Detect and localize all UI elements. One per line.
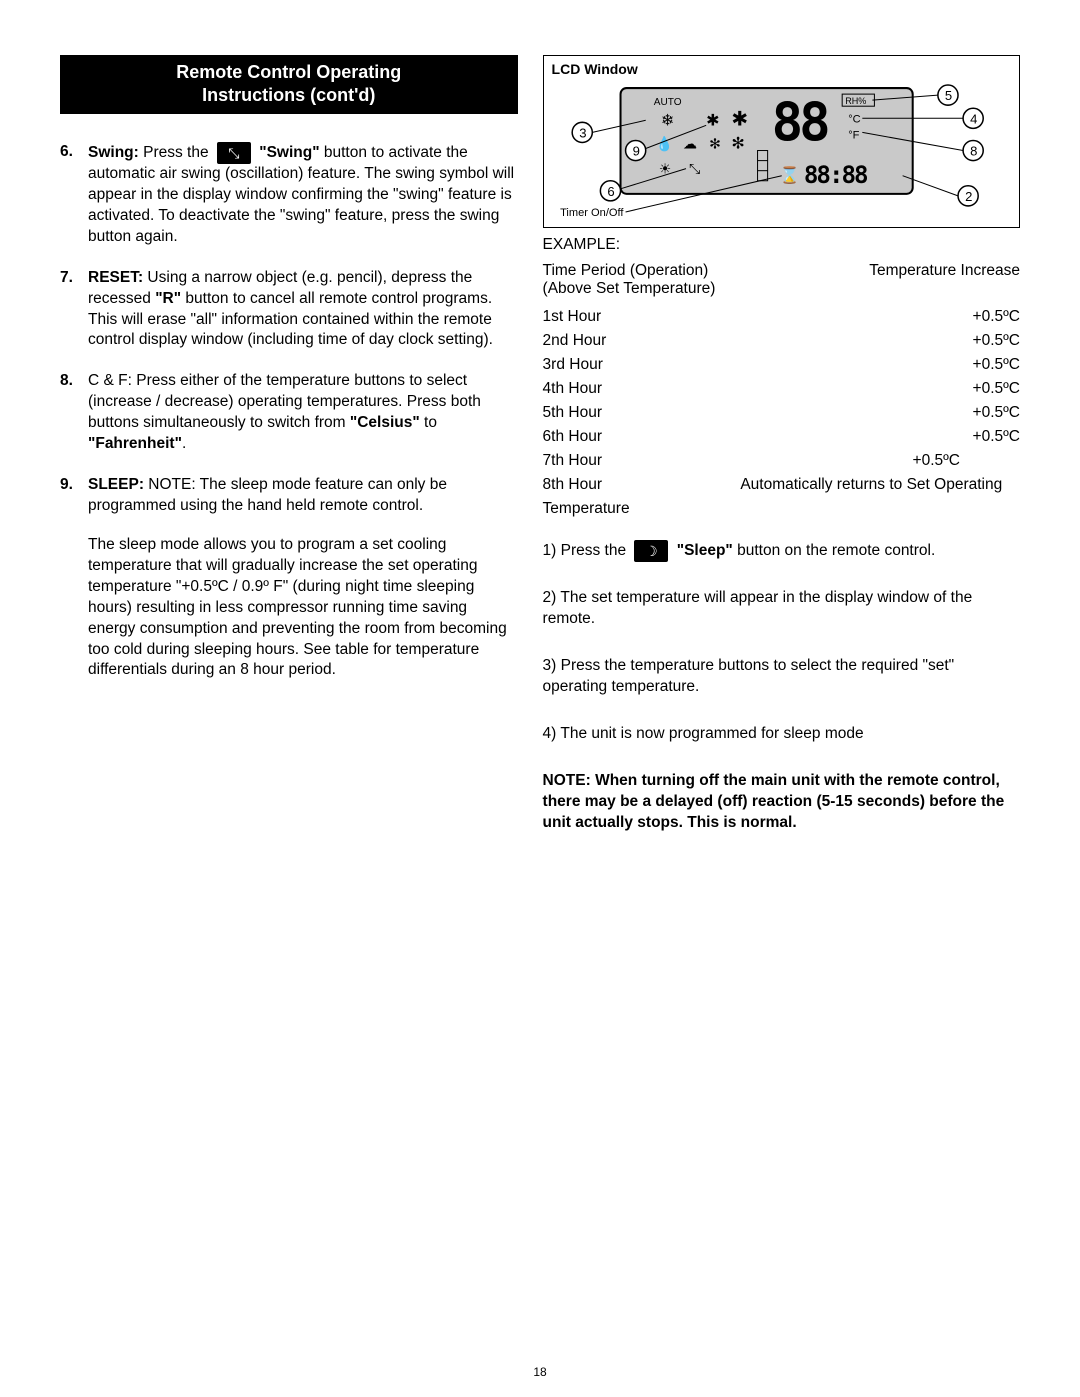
svg-text:5: 5 <box>944 88 951 103</box>
step-2: 2) The set temperature will appear in th… <box>543 588 1020 630</box>
table-row: 4th Hour+0.5ºC <box>543 380 1020 398</box>
svg-text:4: 4 <box>970 111 977 126</box>
svg-text:⌛: ⌛ <box>779 166 799 185</box>
example-table: 1st Hour+0.5ºC 2nd Hour+0.5ºC 3rd Hour+0… <box>543 308 1020 494</box>
item-number: 6. <box>60 142 73 163</box>
section-title: Remote Control Operating Instructions (c… <box>60 55 518 114</box>
lead-sleep: SLEEP: <box>88 476 144 493</box>
table-headers: Time Period (Operation) (Above Set Tempe… <box>543 262 1020 298</box>
svg-text:☁: ☁ <box>683 136 697 152</box>
table-row: 3rd Hour+0.5ºC <box>543 356 1020 374</box>
svg-text:✱: ✱ <box>706 111 720 129</box>
lcd-window-box: LCD Window AUTO ❄ ✱ ✱ 💧 ☁ ✻ ✻ ☀ <box>543 55 1020 228</box>
timer-onoff-label: Timer On/Off <box>560 207 624 219</box>
swing-icon: ⤡ <box>217 142 251 164</box>
svg-text:☀: ☀ <box>658 161 671 177</box>
lead-swing: Swing: <box>88 144 139 161</box>
celsius-bold: "Celsius" <box>350 414 420 431</box>
title-line1: Remote Control Operating <box>176 62 401 82</box>
table-row: 7th Hour+0.5ºC <box>543 452 1020 470</box>
example-label: EXAMPLE: <box>543 236 1020 254</box>
item-number: 9. <box>60 475 73 496</box>
lcd-title: LCD Window <box>552 61 1013 77</box>
table-row: 2nd Hour+0.5ºC <box>543 332 1020 350</box>
table-row: 1st Hour+0.5ºC <box>543 308 1020 326</box>
temperature-line: Temperature <box>543 500 1020 518</box>
svg-text:3: 3 <box>579 125 586 140</box>
svg-text:✻: ✻ <box>731 135 745 153</box>
fahrenheit-bold: "Fahrenheit" <box>88 435 182 452</box>
item-number: 8. <box>60 371 73 392</box>
step-3: 3) Press the temperature buttons to sele… <box>543 656 1020 698</box>
table-row: 6th Hour+0.5ºC <box>543 428 1020 446</box>
instruction-6: 6. Swing: Press the ⤡ "Swing" button to … <box>60 142 518 248</box>
swing-label: "Swing" <box>259 144 324 161</box>
svg-text:⤡: ⤡ <box>689 161 700 177</box>
col2-header: Temperature Increase <box>869 262 1020 298</box>
instruction-9: 9. SLEEP: NOTE: The sleep mode feature c… <box>60 475 518 681</box>
lead-reset: RESET: <box>88 269 143 286</box>
item-number: 7. <box>60 268 73 289</box>
svg-text:°F: °F <box>848 129 859 141</box>
text: . <box>182 435 186 452</box>
sleep-paragraph: The sleep mode allows you to program a s… <box>88 535 518 681</box>
step-1: 1) Press the ☽ "Sleep" button on the rem… <box>543 540 1020 562</box>
table-row: 8th HourAutomatically returns to Set Ope… <box>543 476 1020 494</box>
svg-text:9: 9 <box>632 144 639 159</box>
title-line2: Instructions (cont'd) <box>202 85 375 105</box>
svg-text:✱: ✱ <box>731 108 748 130</box>
note-text: NOTE: When turning off the main unit wit… <box>543 771 1020 834</box>
instruction-7: 7. RESET: Using a narrow object (e.g. pe… <box>60 268 518 352</box>
page-number: 18 <box>0 1365 1080 1379</box>
table-row: 5th Hour+0.5ºC <box>543 404 1020 422</box>
svg-text:❄: ❄ <box>660 111 674 129</box>
instruction-list: 6. Swing: Press the ⤡ "Swing" button to … <box>60 142 518 681</box>
sleep-steps: 1) Press the ☽ "Sleep" button on the rem… <box>543 540 1020 745</box>
svg-text:2: 2 <box>965 189 972 204</box>
svg-text:6: 6 <box>607 184 614 199</box>
svg-text:✻: ✻ <box>709 136 721 152</box>
svg-text:88: 88 <box>771 92 828 153</box>
svg-text:RH%: RH% <box>845 96 866 106</box>
sleep-moon-icon: ☽ <box>634 540 668 562</box>
left-column: Remote Control Operating Instructions (c… <box>60 55 518 833</box>
lcd-diagram: AUTO ❄ ✱ ✱ 💧 ☁ ✻ ✻ ☀ ⤡ 88 <box>550 80 1013 221</box>
col1-header: Time Period (Operation) (Above Set Tempe… <box>543 262 716 298</box>
svg-text:8: 8 <box>970 144 977 159</box>
auto-label: AUTO <box>653 97 681 108</box>
instruction-8: 8. C & F: Press either of the temperatur… <box>60 371 518 455</box>
svg-text:88:88: 88:88 <box>803 161 867 189</box>
svg-text:°C: °C <box>848 113 860 125</box>
step-4: 4) The unit is now programmed for sleep … <box>543 724 1020 745</box>
right-column: LCD Window AUTO ❄ ✱ ✱ 💧 ☁ ✻ ✻ ☀ <box>543 55 1020 833</box>
text: Press the <box>139 144 209 161</box>
text: to <box>420 414 437 431</box>
r-bold: "R" <box>155 290 181 307</box>
